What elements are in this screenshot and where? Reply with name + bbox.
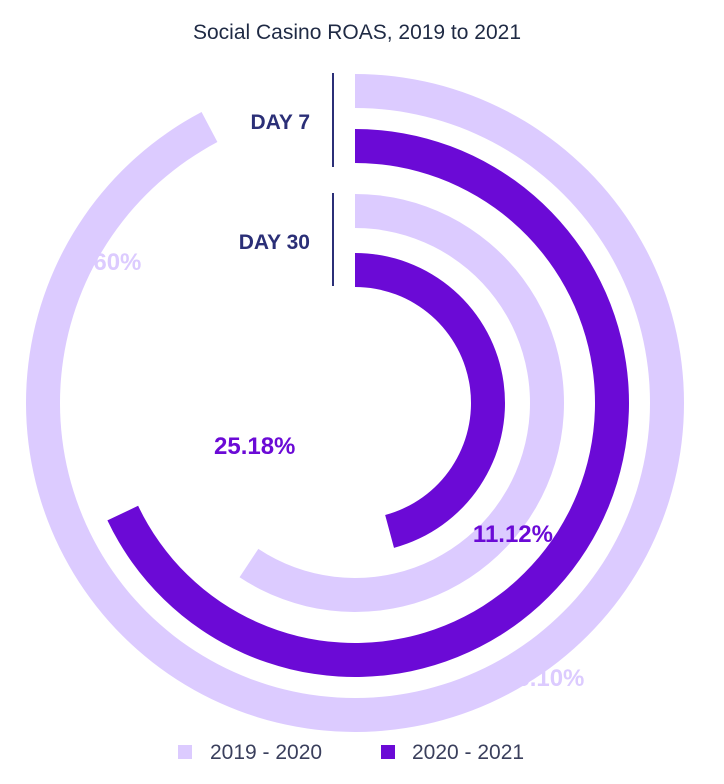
legend-swatch-2020-2021: [381, 745, 395, 759]
legend: 2019 - 2020 2020 - 2021: [178, 741, 524, 764]
arc-layer: [25, 74, 685, 732]
group-label-day30: DAY 30: [239, 231, 310, 254]
legend-swatch-2019-2020: [178, 745, 192, 759]
legend-label-2019-2020: 2019 - 2020: [210, 741, 322, 764]
value-label-day7-2020: 11.12%: [473, 521, 553, 548]
value-label-day30-2019: 32.60%: [60, 249, 141, 276]
value-label-day30-2020: 25.18%: [214, 433, 295, 460]
arc-day7-2019-2020: [25, 74, 685, 732]
arc-day30-2019-2020: [239, 194, 564, 612]
chart-title: Social Casino ROAS, 2019 to 2021: [193, 21, 521, 44]
value-label-day7-2019: 15.10%: [503, 665, 584, 692]
legend-label-2020-2021: 2020 - 2021: [412, 741, 524, 764]
arc-day30-2020-2021: [355, 253, 505, 548]
group-label-day7: DAY 7: [250, 111, 310, 134]
